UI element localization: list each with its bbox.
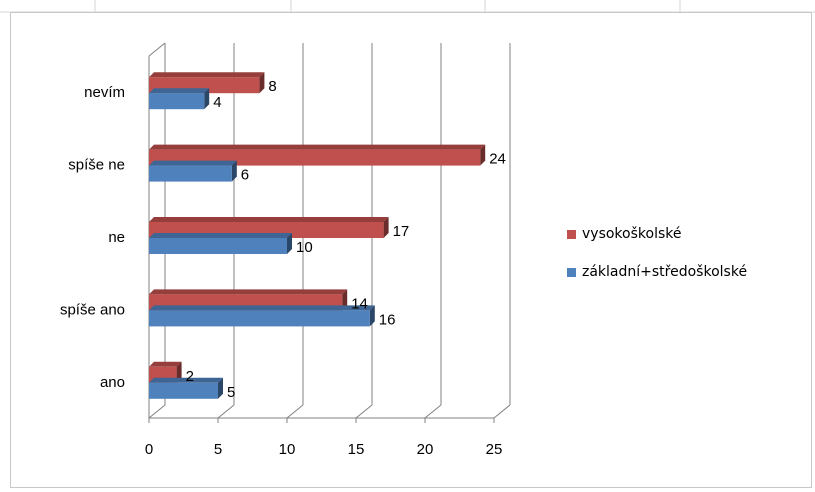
chart-area[interactable] [10,12,812,488]
data-label: 5 [227,384,235,401]
category-label: spíše ano [60,301,125,318]
bar [149,165,232,182]
legend-swatch-red [567,229,576,239]
floor-depth-line [355,404,373,419]
legend-label: základní+středoškolské [582,264,748,280]
floor-depth-line [148,404,166,419]
data-label: 6 [241,167,249,184]
legend: vysokoškolské základní+středoškolské [567,223,747,299]
bar [149,310,370,327]
bar-end-face [369,305,375,327]
bars [149,72,486,399]
x-tick-label: 15 [348,441,365,458]
bar-top-face [149,377,223,383]
data-label: 2 [186,368,194,385]
bar-end-face [218,377,223,399]
bar-end-face [383,217,389,238]
bar-end-face [231,160,237,182]
bar-end-face [259,72,265,94]
x-tick-label: 5 [214,441,222,458]
legend-item-vysokoskolske: vysokoškolské [567,223,747,245]
bar-top-face [149,72,265,78]
category-label: nevím [84,84,125,101]
bar-top-face [149,160,237,166]
bar-end-face [204,88,210,110]
bar-top-face [149,88,210,94]
legend-swatch-blue [567,267,576,277]
floor-depth-line [493,404,511,419]
x-tick-label: 0 [145,441,153,458]
floor-depth-line [286,404,304,419]
data-label: 10 [296,239,313,256]
x-tick-label: 25 [486,441,503,458]
bar-end-face [176,361,182,383]
category-label: ne [108,229,125,246]
bar [149,93,205,110]
bar-top-face [149,305,375,311]
data-label: 14 [351,295,368,312]
bar-top-face [149,217,389,222]
depth-line-top [148,42,166,57]
category-label: ano [100,374,125,391]
legend-label: vysokoškolské [582,226,682,242]
bar-top-face [149,289,348,295]
bar-end-face [480,144,486,166]
legend-item-zakladni-stredoskolske: základní+středoškolské [567,261,747,283]
data-label: 24 [489,151,506,168]
floor-depth-line [424,404,442,419]
bar-top-face [149,361,182,367]
bar-top-face [149,233,292,238]
data-label: 17 [393,223,410,240]
bar-end-face [287,233,292,254]
x-tick-label: 20 [417,441,434,458]
bar [149,238,287,254]
data-label: 8 [268,78,276,95]
data-label: 4 [213,94,221,111]
floor-depth-line [217,404,235,419]
bar-end-face [342,289,348,311]
bar [149,382,218,399]
category-label: spíše ne [68,157,125,174]
x-tick-label: 10 [279,441,296,458]
data-label: 16 [379,311,396,328]
bar-top-face [149,144,486,150]
